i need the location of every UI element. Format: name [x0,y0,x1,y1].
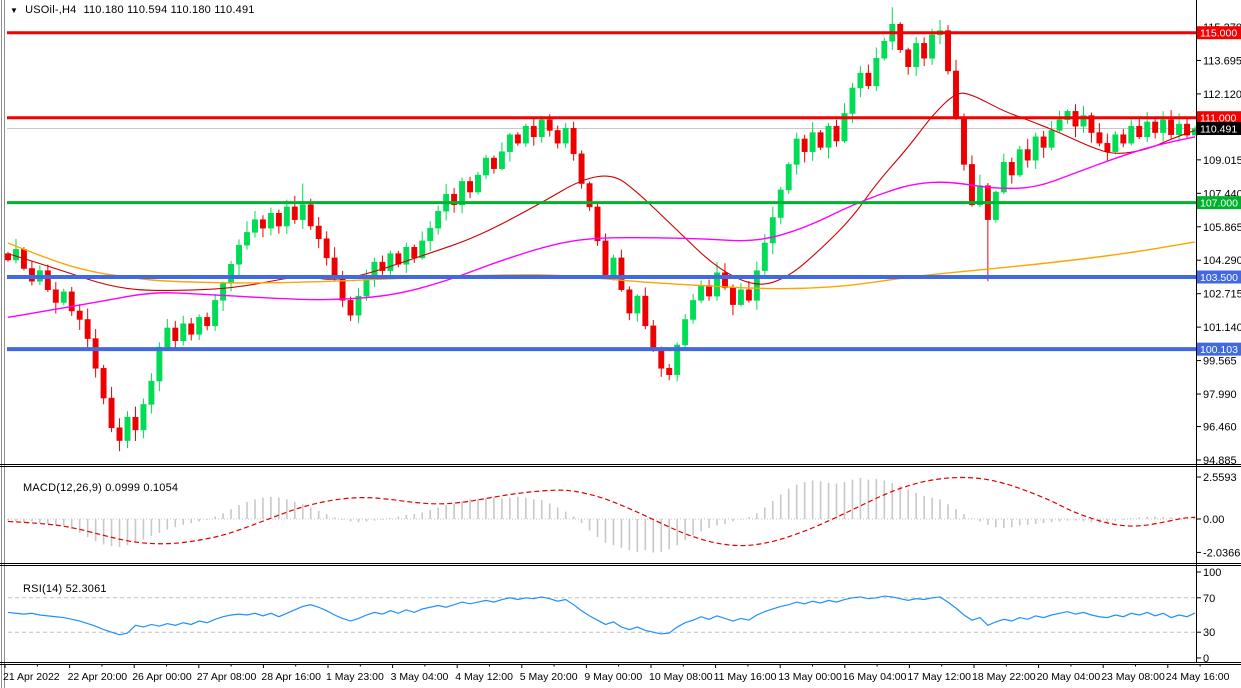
time-tick-label: 28 Apr 16:00 [261,671,321,683]
symbol-timeframe-label: USOil-,H4 [25,4,77,16]
price-level-badge-115.000[interactable]: 115.000 [1197,26,1241,40]
price-level-badge-107.000[interactable]: 107.000 [1197,196,1241,210]
svg-text:111.000: 111.000 [1200,113,1237,125]
ma-slow-orange [7,241,1196,290]
svg-text:100.103: 100.103 [1200,344,1238,356]
price-tick-label: 100 [1203,567,1221,579]
candles [5,7,1198,452]
price-tick-label: 94.885 [1203,455,1237,467]
price-tick-label: 105.865 [1203,222,1241,234]
time-tick-label: 21 Apr 2022 [3,671,60,683]
time-tick-label: 24 May 16:00 [1166,671,1230,683]
price-level-badge-100.103[interactable]: 100.103 [1197,342,1241,357]
time-tick-label: 3 May 04:00 [391,671,449,683]
price-level-badge-111.000[interactable]: 111.000 [1197,111,1241,125]
svg-text:115.000: 115.000 [1200,28,1237,40]
time-tick-label: 23 May 08:00 [1101,671,1165,683]
rsi-header: RSI(14) 52.3061 [10,571,107,607]
price-tick-label: 97.990 [1203,389,1237,401]
time-tick-label: 10 May 08:00 [649,671,713,683]
panel-borders [0,0,1241,665]
ohlc-readout: 110.180 110.594 110.180 110.491 [83,4,255,16]
rsi-panel[interactable] [7,595,1196,636]
price-tick-label: 113.695 [1203,55,1241,67]
price-level-badge-103.500[interactable]: 103.500 [1197,270,1241,284]
symbol-header: ▼ USOil-,H4 110.180 110.594 110.180 110.… [10,4,255,16]
macd-header: MACD(12,26,9) 0.0999 0.1054 [10,470,178,506]
time-tick-label: 18 May 22:00 [972,671,1036,683]
svg-text:103.500: 103.500 [1200,272,1238,284]
price-tick-label: 96.460 [1203,422,1237,434]
time-tick-label: 16 May 04:00 [843,671,907,683]
price-tick-label: 101.140 [1203,322,1241,334]
price-tick-label: 99.565 [1203,356,1237,368]
svg-text:107.000: 107.000 [1200,198,1238,210]
time-tick-label: 13 May 00:00 [778,671,842,683]
price-tick-label: -2.0366 [1203,547,1240,559]
symbol-dropdown-icon[interactable]: ▼ [10,5,19,15]
price-tick-label: 0.00 [1203,514,1224,526]
macd-panel[interactable] [7,476,1196,553]
time-tick-label: 5 May 20:00 [520,671,578,683]
price-scale[interactable]: 115.270113.695112.120109.015107.440105.8… [1196,22,1241,665]
ma-mid-magenta [7,136,1196,319]
price-tick-label: 70 [1203,593,1215,605]
macd-signal-line [7,476,1196,547]
ma-fast-red [7,92,1196,291]
price-tick-label: 2.5593 [1203,472,1237,484]
price-tick-label: 30 [1203,627,1215,639]
time-scale[interactable]: 21 Apr 2022 22 Apr 20:00 26 Apr 00:00 27 Ap… [3,664,1230,683]
rsi-label: RSI(14) 52.3061 [23,583,107,595]
rsi-line [7,595,1196,636]
price-tick-label: 0 [1203,653,1209,665]
time-tick-label: 20 May 04:00 [1037,671,1101,683]
price-tick-label: 109.015 [1203,155,1241,167]
main-price-panel[interactable] [5,7,1198,452]
time-tick-label: 11 May 16:00 [714,671,777,683]
time-tick-label: 9 May 00:00 [584,671,642,683]
time-tick-label: 4 May 12:00 [455,671,513,683]
macd-histogram [7,478,1196,553]
price-tick-label: 102.715 [1203,289,1241,301]
svg-text:110.491: 110.491 [1200,124,1237,136]
price-level-badge-110.491[interactable]: 110.491 [1197,122,1241,136]
time-tick-label: 22 Apr 20:00 [68,671,128,683]
price-tick-label: 104.290 [1203,255,1241,267]
time-tick-label: 26 Apr 00:00 [132,671,192,683]
price-tick-label: 112.120 [1203,89,1241,101]
macd-label: MACD(12,26,9) 0.0999 0.1054 [23,482,179,494]
time-tick-label: 27 Apr 08:00 [197,671,257,683]
time-tick-label: 1 May 23:00 [326,671,384,683]
time-tick-label: 17 May 12:00 [907,671,971,683]
